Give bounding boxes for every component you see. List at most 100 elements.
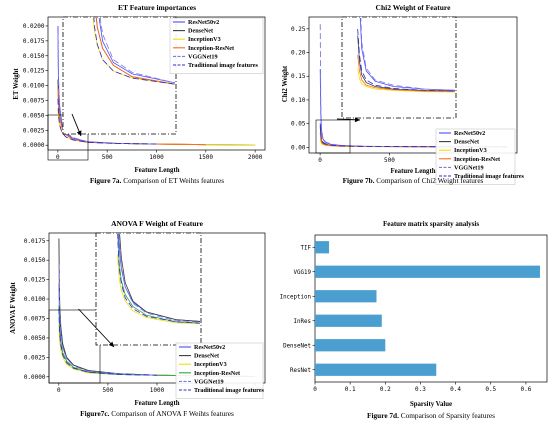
zoom-arrow-head	[76, 130, 82, 136]
inset-series-resnet50v2	[98, 18, 175, 83]
y-tick-label: 0.0175	[23, 38, 45, 45]
inset-series-group	[117, 234, 200, 325]
x-tick-label: 0.2	[380, 386, 391, 393]
x-tick-label: 0	[313, 386, 317, 393]
x-tick-label: 0	[57, 387, 61, 394]
caption-text: Comparison of Sparsity features	[399, 411, 495, 420]
x-tick-label: 500	[102, 387, 113, 394]
inset-series-traditional-image-features	[117, 234, 200, 324]
x-tick-label: 1500	[199, 154, 214, 161]
main-series-traditional-image-features	[58, 308, 158, 376]
inset-series-densenet	[357, 35, 455, 92]
chart-a: 0 500 1000 1500 2000 0.0000 0.0025 0.0050 0.0075…	[13, 3, 266, 185]
legend-label: Traditional image features	[188, 62, 258, 69]
y-tick-label: 0.10	[291, 97, 306, 104]
y-tick-label: 0.0050	[23, 112, 45, 119]
y-tick-label: 0.05	[291, 121, 306, 128]
zoom-arrow-head	[108, 341, 114, 347]
legend-box	[169, 17, 264, 74]
series-group	[58, 238, 256, 377]
y-tick-label: 0.25	[291, 26, 306, 33]
y-tick-label: VGG19	[294, 270, 312, 276]
zoom-arrow-head	[354, 117, 360, 123]
y-tick-label: 0.0100	[24, 296, 46, 303]
y-tick-label: 0.0000	[23, 142, 45, 149]
caption-label: Figure 7b.	[343, 176, 375, 185]
figure-caption: Figure7c. Comparison of ANOVA F Weihts f…	[80, 409, 234, 418]
legend-label: ResNet50v2	[188, 19, 219, 26]
inset-series-resnet50v2	[118, 234, 200, 322]
y-tick-label: 0.0125	[23, 68, 45, 75]
y-axis-label: ANOVA F Weight	[10, 281, 17, 333]
series-group	[57, 25, 256, 146]
x-axis-label: Feature Length	[391, 168, 436, 175]
y-tick-label: 0.0025	[24, 354, 46, 361]
inset-series-resnet50v2	[359, 18, 455, 91]
y-tick-label: 0.0025	[23, 127, 45, 134]
inset-series-inception-resnet	[95, 18, 175, 85]
legend-label: Traditional image features	[454, 173, 524, 180]
y-tick-label: 0.0125	[24, 277, 46, 284]
main-series-vggnet19	[58, 264, 158, 376]
chart-title: Chi2 Weight of Feature	[376, 3, 452, 12]
y-tick-label: 0.0150	[23, 53, 45, 60]
inset-frame	[62, 16, 177, 135]
x-tick-label: 0.6	[520, 386, 531, 393]
x-tick-label: 0	[56, 154, 60, 161]
series-group	[319, 24, 508, 148]
inset-series-vggnet19	[99, 18, 175, 83]
x-tick-label: 0.1	[345, 386, 356, 393]
legend-label: VGGNet19	[188, 53, 218, 60]
x-tick-label: 0.5	[485, 386, 496, 393]
x-tick-label: 1000	[150, 387, 165, 394]
bar-tif	[315, 241, 330, 254]
figure-caption: Figure 7b. Comparison of Chi2 Weight fea…	[343, 176, 484, 185]
caption-text: Comparison of ET Weihts features	[121, 176, 224, 185]
legend-label: DenseNet	[188, 28, 214, 35]
caption-text: Comparison of ANOVA F Weihts features	[109, 409, 234, 418]
y-tick-label: 0.00	[291, 144, 306, 151]
bar-inres	[315, 314, 382, 327]
y-tick-label: 0.0050	[24, 335, 46, 342]
y-axis-label: Chi2 Weight	[282, 65, 289, 102]
bar-vgg19	[315, 265, 540, 278]
legend-label: Traditional image features	[194, 387, 264, 394]
inset-series-group	[357, 18, 455, 93]
x-tick-label: 500	[384, 157, 395, 164]
x-tick-label: 1000	[149, 154, 164, 161]
inset-series-densenet	[119, 234, 200, 322]
main-series-traditional-image-features	[319, 123, 508, 148]
bar-inception	[315, 290, 377, 303]
y-tick-label: ResNet	[290, 368, 311, 374]
figure-caption: Figure 7a. Comparison of ET Weihts featu…	[90, 176, 224, 185]
inset-series-group	[92, 18, 175, 85]
inset-series-traditional-image-features	[357, 28, 455, 92]
y-tick-label: 0.0000	[24, 374, 46, 381]
y-tick-label: Inception	[280, 294, 311, 300]
x-tick-label: 0	[318, 157, 322, 164]
inset-series-vggnet19	[360, 18, 455, 91]
legend-box	[435, 128, 516, 185]
legend-label: InceptionV3	[188, 36, 221, 43]
bar-resnet	[315, 363, 437, 376]
plot-frame	[314, 234, 548, 383]
legend-label: Inception-ResNet	[188, 45, 235, 52]
inset-series-inception-resnet	[357, 55, 455, 92]
y-tick-label: 0.20	[291, 50, 306, 57]
inset-frame	[95, 232, 202, 346]
x-tick-label: 0.4	[450, 386, 461, 393]
zoom-region-box	[48, 309, 101, 384]
chart-title: ET Feature importances	[118, 3, 196, 12]
bar-densenet	[315, 339, 386, 352]
y-tick-label: InRes	[294, 319, 311, 325]
x-axis-label: Sparsity Value	[410, 401, 452, 408]
x-tick-label: 500	[102, 154, 113, 161]
legend-label: ResNet50v2	[454, 130, 485, 137]
chart-c: 05001000150020000.00000.00250.00500.0075…	[10, 219, 266, 418]
x-axis-label: Feature Length	[135, 400, 180, 407]
y-tick-label: 0.0075	[24, 315, 46, 322]
y-tick-label: 0.0175	[24, 238, 46, 245]
zoom-region-box	[315, 119, 351, 154]
x-tick-label: 0.3	[415, 386, 426, 393]
legend-label: InceptionV3	[454, 147, 487, 154]
